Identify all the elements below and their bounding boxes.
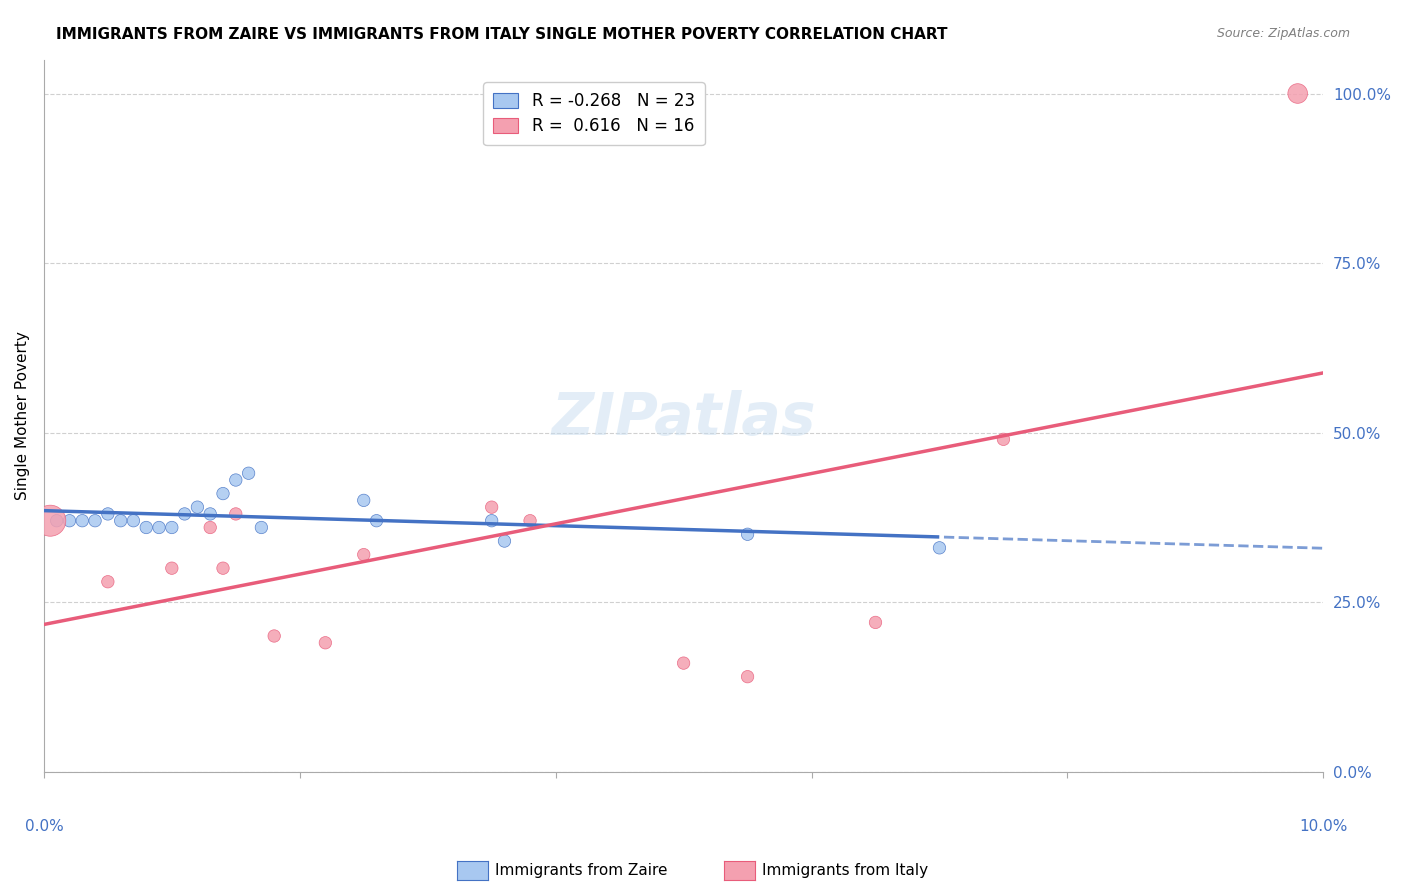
Point: [72, 514, 94, 528]
Point: [353, 493, 375, 508]
Point: [737, 670, 759, 684]
Point: [519, 514, 541, 528]
Point: [186, 500, 208, 515]
Point: [135, 520, 157, 534]
Point: [263, 629, 285, 643]
Point: [481, 500, 503, 515]
Point: [993, 433, 1015, 447]
Text: Immigrants from Zaire: Immigrants from Zaire: [495, 863, 668, 878]
Point: [160, 520, 183, 534]
Point: [353, 548, 375, 562]
Text: 10.0%: 10.0%: [1299, 819, 1347, 834]
Point: [148, 520, 170, 534]
Point: [865, 615, 887, 630]
Point: [494, 534, 516, 549]
Text: Source: ZipAtlas.com: Source: ZipAtlas.com: [1216, 27, 1350, 40]
Point: [1286, 87, 1309, 101]
Text: ZIPatlas: ZIPatlas: [551, 391, 815, 448]
Point: [481, 514, 503, 528]
Point: [314, 636, 336, 650]
Text: Immigrants from Italy: Immigrants from Italy: [762, 863, 928, 878]
Point: [212, 561, 235, 575]
Point: [200, 507, 222, 521]
Point: [737, 527, 759, 541]
Point: [122, 514, 145, 528]
Y-axis label: Single Mother Poverty: Single Mother Poverty: [15, 331, 30, 500]
Point: [672, 656, 695, 670]
Point: [84, 514, 107, 528]
Point: [225, 507, 247, 521]
Point: [58, 514, 80, 528]
Point: [110, 514, 132, 528]
Point: [250, 520, 273, 534]
Point: [238, 467, 260, 481]
Point: [928, 541, 950, 555]
Point: [39, 514, 62, 528]
Point: [366, 514, 388, 528]
Point: [97, 574, 120, 589]
Point: [173, 507, 195, 521]
Point: [45, 514, 67, 528]
Legend: R = -0.268   N = 23, R =  0.616   N = 16: R = -0.268 N = 23, R = 0.616 N = 16: [484, 82, 704, 145]
Point: [160, 561, 183, 575]
Text: IMMIGRANTS FROM ZAIRE VS IMMIGRANTS FROM ITALY SINGLE MOTHER POVERTY CORRELATION: IMMIGRANTS FROM ZAIRE VS IMMIGRANTS FROM…: [56, 27, 948, 42]
Point: [225, 473, 247, 487]
Point: [212, 486, 235, 500]
Text: 0.0%: 0.0%: [24, 819, 63, 834]
Point: [200, 520, 222, 534]
Point: [97, 507, 120, 521]
